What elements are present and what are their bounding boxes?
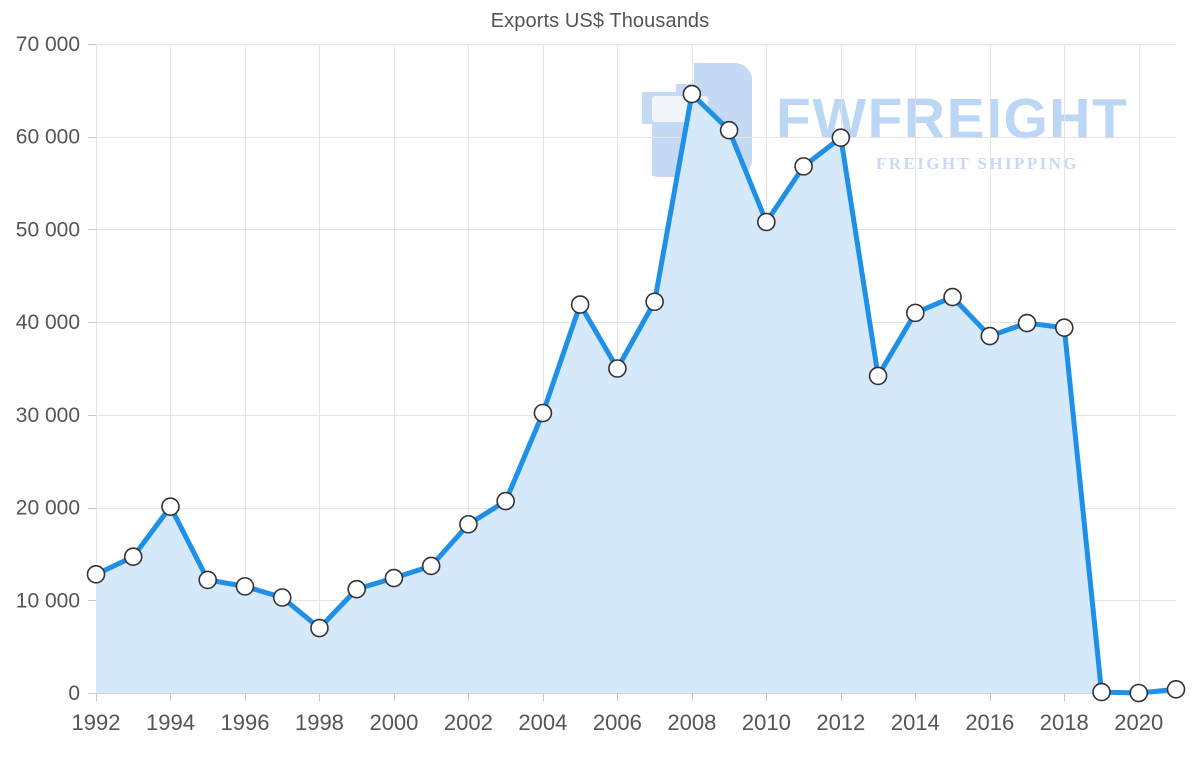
x-axis-tick-label: 2014: [891, 710, 940, 735]
x-axis-tick-label: 2020: [1114, 710, 1163, 735]
x-axis-tick-label: 1994: [146, 710, 195, 735]
data-point-marker[interactable]: 1996: 11500: [235, 577, 255, 596]
data-point-marker[interactable]: 1994: 20100: [161, 497, 180, 516]
data-point-marker[interactable]: 2000: 12400: [384, 568, 404, 588]
data-point-marker[interactable]: 1992: 12800: [86, 565, 106, 584]
data-point-marker[interactable]: 2020: 0: [1129, 683, 1149, 703]
x-axis-tick-label: 2016: [965, 710, 1014, 735]
data-point-marker[interactable]: 2010: 50800: [757, 212, 776, 232]
data-point-marker[interactable]: 1997: 10300: [272, 588, 292, 607]
y-axis-tick-label: 40 000: [16, 311, 80, 334]
chart-title: Exports US$ Thousands: [490, 10, 710, 32]
data-point-marker[interactable]: 2017: 39900: [1017, 313, 1037, 333]
x-axis-tick-label: 1992: [72, 710, 121, 735]
data-point-marker[interactable]: 2011: 56800: [794, 157, 813, 176]
data-point-marker[interactable]: 2019: 100: [1092, 682, 1111, 702]
data-point-marker[interactable]: 2002: 18200: [459, 514, 478, 534]
data-point-marker[interactable]: 2008: 64600: [682, 84, 702, 104]
y-axis-tick-label: 0: [68, 682, 80, 705]
data-point-marker[interactable]: 2007: 42200: [645, 292, 664, 312]
y-axis-tick-label: 50 000: [16, 218, 80, 241]
data-point-marker[interactable]: 2018: 39400: [1054, 318, 1074, 338]
data-point-marker[interactable]: 2005: 41900: [570, 295, 590, 314]
y-axis-tick-label: 30 000: [16, 404, 80, 427]
data-point-marker[interactable]: 2016: 38500: [980, 326, 1000, 346]
data-point-marker[interactable]: 1993: 14700: [123, 547, 143, 567]
x-axis-tick-label: 2012: [816, 710, 865, 735]
x-axis-tick-label: 2008: [667, 710, 716, 735]
data-point-marker[interactable]: 2006: 35000: [608, 359, 627, 378]
data-point-marker[interactable]: 2001: 13700: [421, 556, 441, 576]
data-point-marker[interactable]: 1999: 11200: [347, 579, 366, 599]
x-axis-tick-label: 2010: [742, 710, 791, 735]
y-axis-tick-label: 70 000: [16, 33, 80, 56]
y-axis-labels: 0 10 000 20 000 30 000 40 000 50 000 60 000 70 …: [16, 33, 80, 705]
data-point-marker[interactable]: 2003: 20700: [496, 491, 515, 511]
y-axis-tick-label: 20 000: [16, 497, 80, 520]
data-point-marker[interactable]: 2013: 34200: [868, 366, 888, 386]
area-fill-path: [96, 94, 1176, 693]
area-fill: [96, 94, 1176, 693]
x-axis-tick-label: 2000: [369, 710, 418, 735]
x-axis-tick-label: 1998: [295, 710, 344, 735]
y-axis-tick-label: 10 000: [16, 589, 80, 612]
data-point-marker[interactable]: 1995: 12200: [198, 570, 218, 590]
x-axis-tick-label: 1996: [220, 710, 269, 735]
data-point-marker[interactable]: 2004: 30200: [533, 403, 553, 423]
data-point-marker[interactable]: 2012: 59900: [831, 128, 851, 147]
data-point-marker[interactable]: 2014: 41000: [906, 303, 925, 323]
x-axis-tick-label: 2002: [444, 710, 493, 735]
data-point-marker[interactable]: 2009: 60700: [719, 120, 739, 140]
x-axis-tick-label: 2018: [1040, 710, 1089, 735]
x-axis-tick-label: 2006: [593, 710, 642, 735]
y-axis-tick-label: 60 000: [16, 126, 80, 149]
x-axis-tick-label: 2004: [518, 710, 567, 735]
x-axis-labels: 1992 1994 1996 1998 2000 2002 2004 2006 2008 2010…: [72, 710, 1164, 735]
data-point-marker[interactable]: 2021: 400: [1166, 679, 1186, 699]
data-point-marker[interactable]: 2015: 42700: [943, 287, 962, 307]
